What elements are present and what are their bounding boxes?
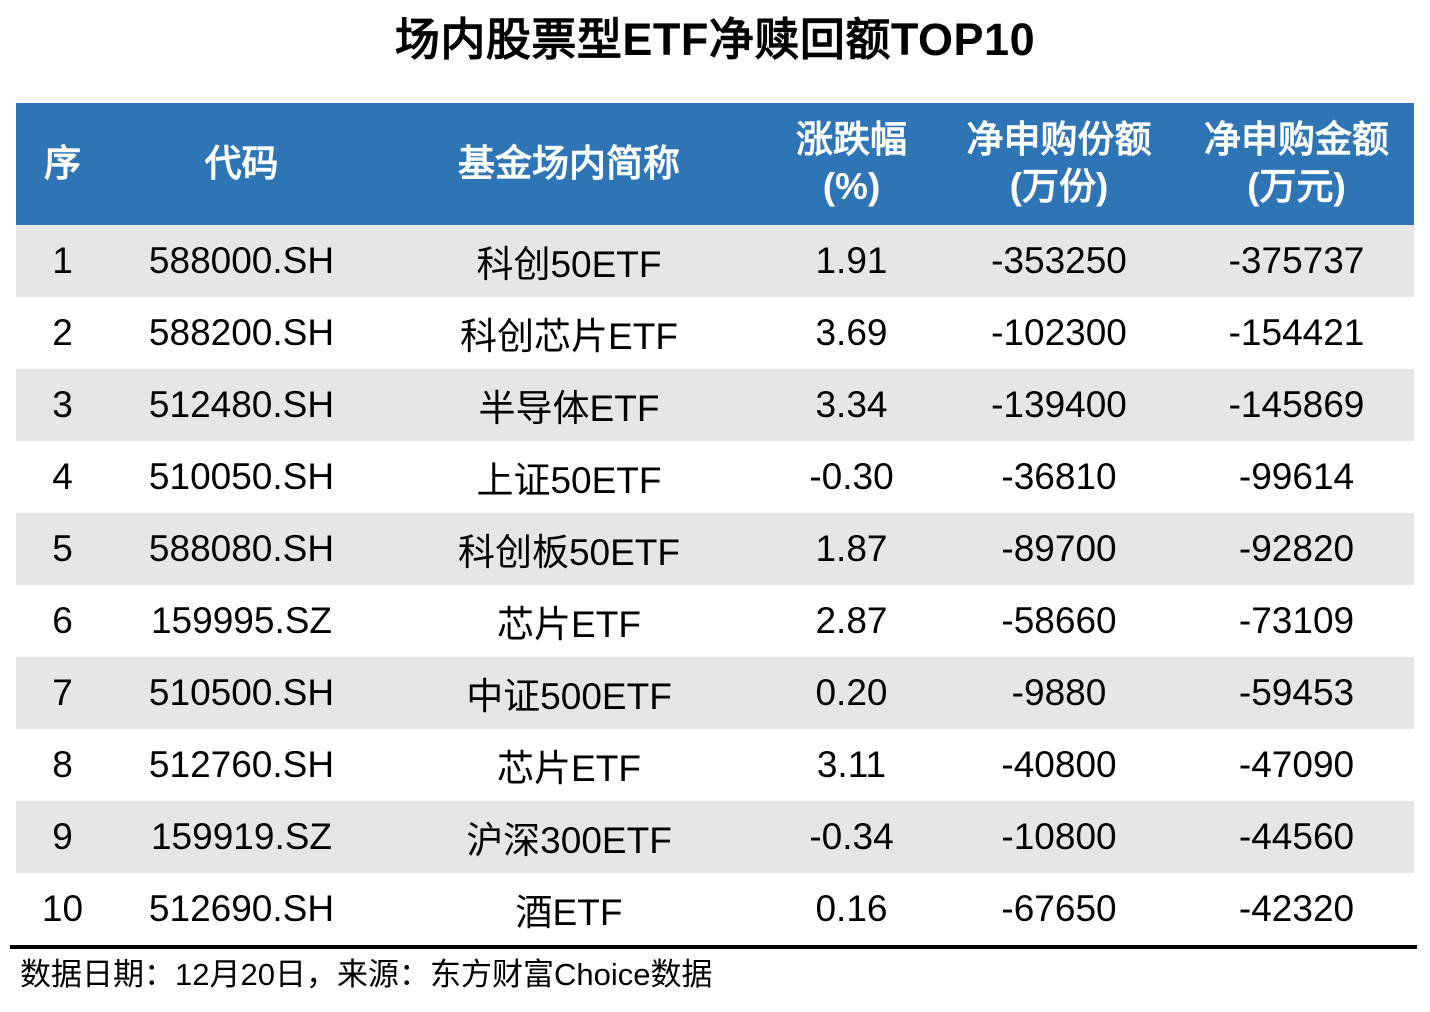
code-cell: 159919.SZ	[150, 816, 333, 857]
change-pct-cell: 3.69	[815, 312, 888, 353]
change-pct-cell: 1.91	[815, 240, 888, 281]
fund-name-cell: 芯片ETF	[497, 604, 641, 645]
net-amount-cell: -145869	[1228, 384, 1365, 425]
net-amount-cell: -42320	[1238, 888, 1355, 929]
code-cell: 512480.SH	[148, 384, 335, 425]
col-header-net-shares: 净申购份额 (万份)	[939, 103, 1179, 225]
fund-name-cell: 科创50ETF	[476, 244, 662, 285]
code-cell: 588200.SH	[148, 312, 335, 353]
table-body: 1 588000.SH 科创50ETF 1.91 -353250 -375737 2 5882…	[16, 225, 1414, 945]
fund-name-cell: 中证500ETF	[466, 676, 672, 717]
fund-name-cell: 半导体ETF	[478, 388, 660, 429]
rank-cell: 5	[52, 528, 73, 569]
net-amount-cell: -375737	[1228, 240, 1365, 281]
rank-cell: 6	[52, 600, 73, 641]
col-header-rank: 序	[16, 103, 109, 225]
net-shares-cell: -40800	[1001, 744, 1117, 785]
code-cell: 159995.SZ	[150, 600, 333, 641]
rank-cell: 4	[52, 456, 73, 497]
net-shares-cell: -139400	[991, 384, 1127, 425]
table-row: 7 510500.SH 中证500ETF 0.20 -9880 -59453	[16, 657, 1414, 729]
table-row: 10 512690.SH 酒ETF 0.16 -67650 -42320	[16, 873, 1414, 945]
fund-name-cell: 沪深300ETF	[466, 820, 672, 861]
code-cell: 512690.SH	[148, 888, 335, 929]
net-shares-cell: -10800	[1001, 816, 1117, 857]
code-cell: 510050.SH	[148, 456, 335, 497]
change-pct-cell: 1.87	[815, 528, 888, 569]
change-pct-cell: 2.87	[815, 600, 888, 641]
change-pct-cell: 0.20	[815, 672, 888, 713]
change-pct-cell: -0.34	[809, 816, 894, 857]
net-amount-cell: -44560	[1238, 816, 1355, 857]
net-shares-cell: -9880	[1011, 672, 1107, 713]
table-header-row: 序 代码 基金场内简称 涨跌幅 (%) 净申购份额 (万份) 净申购金额 (万元…	[16, 103, 1414, 225]
net-amount-cell: -47090	[1238, 744, 1355, 785]
table-row: 6 159995.SZ 芯片ETF 2.87 -58660 -73109	[16, 585, 1414, 657]
code-cell: 588080.SH	[148, 528, 335, 569]
net-amount-cell: -59453	[1238, 672, 1355, 713]
fund-name-cell: 科创板50ETF	[457, 532, 681, 573]
rank-cell: 3	[52, 384, 73, 425]
change-pct-cell: 3.34	[815, 384, 888, 425]
net-shares-cell: -102300	[991, 312, 1127, 353]
net-amount-cell: -73109	[1238, 600, 1355, 641]
net-shares-cell: -36810	[1001, 456, 1117, 497]
footer-divider	[10, 945, 1417, 949]
net-shares-cell: -58660	[1001, 600, 1117, 641]
net-amount-cell: -154421	[1228, 312, 1365, 353]
etf-redemption-table: 序 代码 基金场内简称 涨跌幅 (%) 净申购份额 (万份) 净申购金额 (万元…	[16, 103, 1414, 945]
col-header-change-pct: 涨跌幅 (%)	[764, 103, 939, 225]
rank-cell: 8	[52, 744, 73, 785]
col-header-code: 代码	[109, 103, 374, 225]
net-shares-cell: -89700	[1001, 528, 1117, 569]
net-amount-cell: -99614	[1238, 456, 1355, 497]
rank-cell: 10	[41, 888, 84, 929]
col-header-fund-name: 基金场内简称	[374, 103, 764, 225]
col-header-net-amount: 净申购金额 (万元)	[1179, 103, 1414, 225]
net-shares-cell: -353250	[991, 240, 1127, 281]
change-pct-cell: 3.11	[816, 744, 887, 785]
fund-name-cell: 科创芯片ETF	[460, 316, 678, 357]
table-row: 5 588080.SH 科创板50ETF 1.87 -89700 -92820	[16, 513, 1414, 585]
table-row: 1 588000.SH 科创50ETF 1.91 -353250 -375737	[16, 225, 1414, 297]
table-row: 2 588200.SH 科创芯片ETF 3.69 -102300 -154421	[16, 297, 1414, 369]
table-row: 4 510050.SH 上证50ETF -0.30 -36810 -99614	[16, 441, 1414, 513]
change-pct-cell: -0.30	[809, 456, 894, 497]
net-shares-cell: -67650	[1001, 888, 1117, 929]
change-pct-cell: 0.16	[815, 888, 888, 929]
page-title: 场内股票型ETF净赎回额TOP10	[394, 14, 1036, 65]
rank-cell: 9	[52, 816, 73, 857]
table-row: 8 512760.SH 芯片ETF 3.11 -40800 -47090	[16, 729, 1414, 801]
fund-name-cell: 芯片ETF	[497, 748, 641, 789]
table-row: 3 512480.SH 半导体ETF 3.34 -139400 -145869	[16, 369, 1414, 441]
table-row: 9 159919.SZ 沪深300ETF -0.34 -10800 -44560	[16, 801, 1414, 873]
code-cell: 512760.SH	[148, 744, 335, 785]
data-source-note: 数据日期：12月20日，来源：东方财富Choice数据	[20, 957, 713, 992]
code-cell: 588000.SH	[148, 240, 335, 281]
fund-name-cell: 酒ETF	[515, 892, 623, 933]
net-amount-cell: -92820	[1238, 528, 1355, 569]
code-cell: 510500.SH	[148, 672, 335, 713]
rank-cell: 1	[52, 240, 73, 281]
rank-cell: 2	[52, 312, 73, 353]
rank-cell: 7	[52, 672, 73, 713]
table-header: 序 代码 基金场内简称 涨跌幅 (%) 净申购份额 (万份) 净申购金额 (万元…	[16, 103, 1414, 225]
fund-name-cell: 上证50ETF	[476, 460, 662, 501]
